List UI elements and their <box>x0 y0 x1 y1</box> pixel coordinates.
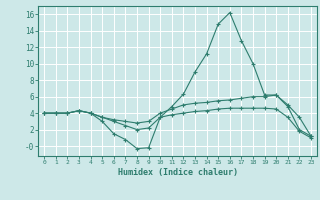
X-axis label: Humidex (Indice chaleur): Humidex (Indice chaleur) <box>118 168 238 177</box>
